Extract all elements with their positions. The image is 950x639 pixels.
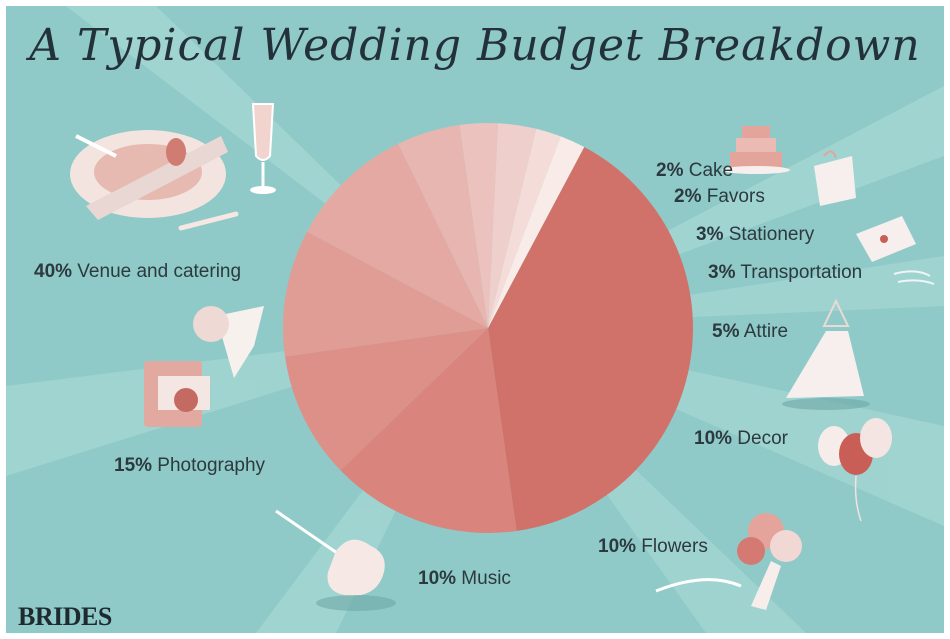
label-text-photography: Photography: [152, 455, 266, 476]
label-value-transportation: 3%: [708, 262, 736, 283]
label-value-photography: 15%: [114, 455, 153, 476]
pie-slice-decor: [306, 143, 488, 328]
label-photography: 15% Photography: [114, 455, 265, 477]
pie-slice-cake: [488, 136, 585, 328]
label-value-favors: 2%: [674, 186, 702, 207]
label-value-venue-and-catering: 40%: [34, 261, 73, 282]
pie-slice-attire: [398, 124, 488, 328]
pie-slice-venue-and-catering: [488, 146, 693, 532]
pie-chart: [283, 122, 693, 534]
champagne-glass-icon: [250, 103, 276, 194]
label-text-attire: Attire: [739, 321, 789, 342]
illustrations: [70, 103, 935, 611]
violin-icon: [275, 509, 396, 611]
label-text-venue-and-catering: Venue and catering: [72, 261, 242, 282]
label-music: 10% Music: [418, 568, 511, 590]
pie-slice-transportation: [459, 122, 499, 328]
cake-icon: [722, 126, 790, 174]
wind-icon: [893, 270, 935, 285]
pie-slice-photography: [340, 328, 517, 534]
envelope-icon: [856, 216, 916, 262]
label-value-music: 10%: [418, 568, 457, 589]
label-text-flowers: Flowers: [636, 536, 708, 557]
label-text-cake: Cake: [683, 160, 734, 181]
label-value-cake: 2%: [656, 160, 684, 181]
label-decor: 10% Decor: [694, 428, 788, 450]
label-value-decor: 10%: [694, 428, 733, 449]
label-text-stationery: Stationery: [723, 224, 815, 245]
label-attire: 5% Attire: [712, 321, 788, 343]
pie-slice-favors: [488, 128, 561, 328]
bouquet-icon: [655, 513, 802, 610]
label-flowers: 10% Flowers: [598, 536, 708, 558]
pie-slice-stationery: [488, 123, 537, 328]
camera-icon: [144, 306, 264, 427]
label-text-decor: Decor: [732, 428, 788, 449]
pie-slice-flowers: [283, 231, 488, 357]
label-favors: 2% Favors: [674, 186, 765, 208]
label-text-music: Music: [456, 568, 511, 589]
label-transportation: 3% Transportation: [708, 262, 862, 284]
infographic: A Typical Wedding Budget Breakdown: [6, 6, 944, 633]
gift-bag-icon: [814, 150, 856, 206]
brand-logo: BRIDES: [18, 602, 112, 631]
balloons-icon: [818, 418, 892, 522]
label-value-attire: 5%: [712, 321, 740, 342]
chart-title: A Typical Wedding Budget Breakdown: [29, 20, 921, 71]
pie-slice-music: [284, 328, 488, 471]
label-cake: 2% Cake: [656, 160, 733, 182]
place-setting-icon: [70, 130, 239, 231]
label-venue-and-catering: 40% Venue and catering: [34, 261, 241, 283]
label-stationery: 3% Stationery: [696, 224, 814, 246]
wedding-dress-icon: [782, 298, 870, 410]
label-value-stationery: 3%: [696, 224, 724, 245]
label-text-transportation: Transportation: [735, 262, 863, 283]
label-value-flowers: 10%: [598, 536, 637, 557]
label-text-favors: Favors: [701, 186, 765, 207]
